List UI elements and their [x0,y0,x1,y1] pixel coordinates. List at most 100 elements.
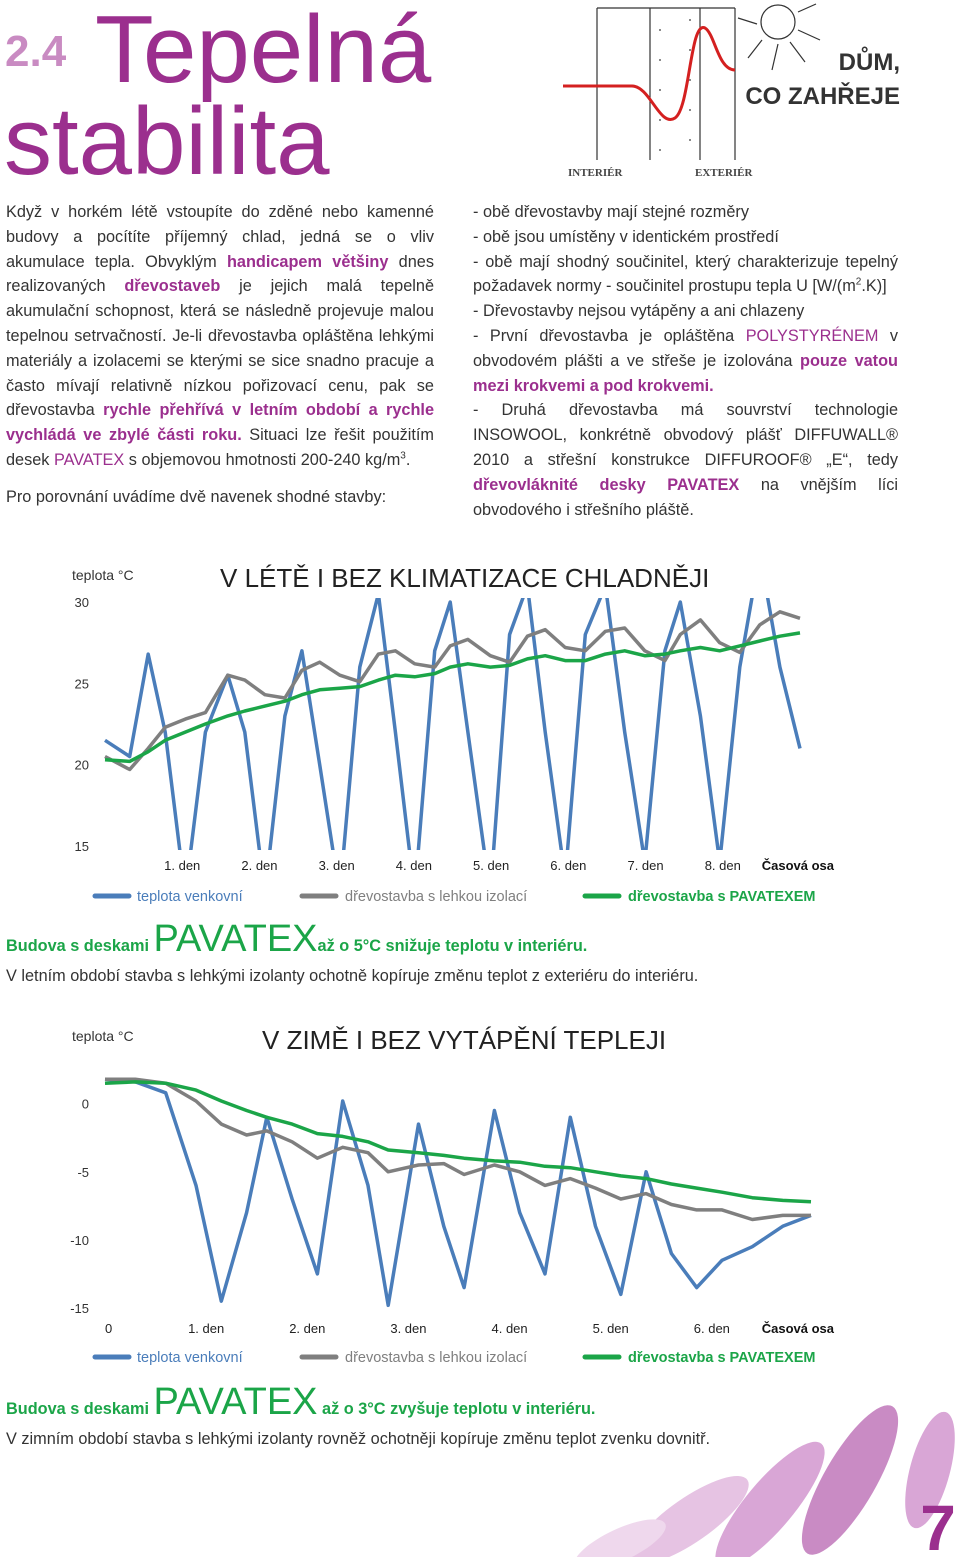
text-run: - Dřevostavby nejsou vytápěny a ani chla… [473,302,805,321]
logo-title: DŮM, [839,46,900,76]
legend-label: teplota venkovní [137,889,243,905]
text-run: - Druhá dřevostavba má souvrství technol… [473,401,898,469]
x-tick-label: 2. den [241,858,277,873]
legend-label: dřevostavba s PAVATEXEM [628,889,815,905]
series-line [105,1077,811,1222]
text-run: 3 [400,450,406,462]
caption: Budova s deskami PAVATEX až o 3°C zvyšuj… [6,1381,710,1449]
text-run: dřevovláknité desky PAVATEX [473,475,740,494]
text-run: dřevostaveb [124,277,221,296]
logo-label: INTERIÉR [568,167,623,179]
paragraph: - Druhá dřevostavba má souvrství technol… [473,398,898,522]
x-tick-label: 8. den [705,858,741,873]
x-tick-label: 2. den [289,1321,325,1336]
text-run: až o 3°C zvyšuje teplotu v interiéru. [317,1400,596,1418]
legend-label: dřevostavba s lehkou izolací [345,1350,527,1366]
caption-line: Budova s deskami PAVATEX až o 3°C zvyšuj… [6,1381,710,1424]
text-run: - obě jsou umístěny v identickém prostře… [473,227,779,246]
plot-area [104,598,802,850]
text-run: 2 [855,276,862,288]
y-tick-label: 15 [75,839,89,854]
text-run: Budova s deskami [6,1400,154,1418]
y-tick-label: 25 [75,676,89,691]
y-axis-label: teplota °C [72,1028,134,1044]
page-number: 7 [920,1492,956,1557]
x-axis-label: Časová osa [762,1321,835,1336]
x-tick-label: 7. den [627,858,663,873]
paragraph: - První dřevostavba je opláštěna POLYSTY… [473,324,898,398]
paragraph: Pro porovnání uvádíme dvě navenek shodné… [6,485,434,510]
title: Tepelná [95,0,432,103]
section-number: 2.4 [5,27,67,76]
x-tick-label: 5. den [593,1321,629,1336]
text-run: - První dřevostavba je opláštěna [473,326,746,345]
x-tick-label: 0 [105,1321,112,1336]
y-tick-label: -5 [77,1165,89,1180]
text-run: dnes realizovaných [6,252,434,296]
paragraph: - obě mají shodný součinitel, který char… [473,250,898,300]
series-line [104,610,801,772]
x-tick-label: 1. den [188,1321,224,1336]
paragraph: - obě dřevostavby mají stejné rozměry [473,200,898,225]
paragraph: - Dřevostavby nejsou vytápěny a ani chla… [473,299,898,324]
y-tick-label: -15 [70,1301,89,1316]
text-run: rychle přehřívá v letním období a rychle… [6,401,434,445]
y-tick-label: 30 [75,595,89,610]
x-tick-label: 5. den [473,858,509,873]
chart-title: V LÉTĚ I BEZ KLIMATIZACE CHLADNĚJI [220,563,709,593]
series-line [104,631,801,764]
text-run: . [405,450,411,469]
right-column: - obě dřevostavby mají stejné rozměry - o… [473,200,898,522]
leaves [574,1405,955,1557]
left-column: Když v horkém létě vstoupíte do zděné ne… [6,200,434,522]
text-run: v obvodovém plášti a ve střeše je izolov… [473,326,898,370]
series-line [104,1080,812,1204]
text-run: až o 5°C snižuje teplotu v interiéru. [317,937,588,955]
x-axis-label: Časová osa [762,858,835,873]
x-tick-label: 3. den [319,858,355,873]
plot-area [104,1077,812,1308]
y-tick-label: 20 [75,758,89,773]
text-run: - obě mají shodný součinitel, který char… [473,252,898,296]
text-run: POLYSTYRÉNEM [745,326,879,345]
text-run: Situaci lze řešit použitím desek [6,426,434,469]
legend-label: dřevostavba s PAVATEXEM [628,1350,815,1366]
text-run: je jejich malá tepelně akumulační schopn… [6,277,434,420]
caption-line: Budova s deskami PAVATEXaž o 5°C snižuje… [6,918,698,961]
text-run: handicapem většiny [226,252,389,271]
caption-line: V zimním období stavba s lehkými izolant… [6,1430,710,1449]
x-tick-label: 4. den [491,1321,527,1336]
x-tick-label: 6. den [694,1321,730,1336]
text-run: Budova s deskami [6,937,154,955]
caption-line: V letním období stavba s lehkými izolant… [6,967,698,986]
logo-dots [659,19,691,151]
x-tick-label: 6. den [550,858,586,873]
x-tick-label: 1. den [164,858,200,873]
text-run: s objemovou hmotnosti 200-240 kg/m [124,450,401,469]
series-line [104,1077,812,1308]
text-run: V letním období stavba s lehkými izolant… [6,967,699,985]
y-axis-label: teplota °C [72,567,134,583]
text-run: na vnějším líci obvodového i střešního p… [473,475,898,519]
text-run: Když v horkém létě vstoupíte do zděné ne… [6,203,434,271]
logo-drawing [563,3,821,160]
legend-label: teplota venkovní [137,1350,243,1366]
text-run: PAVATEX [153,918,318,960]
paragraph: Když v horkém létě vstoupíte do zděné ne… [6,200,434,473]
x-tick-label: 3. den [390,1321,426,1336]
y-tick-label: 0 [82,1097,89,1112]
logo-title: CO ZAHŘEJE [745,82,900,110]
title: stabilita [4,88,330,195]
text-run: .K)] [861,277,887,296]
text-run: PAVATEX [53,450,125,469]
legend-label: dřevostavba s lehkou izolací [345,889,527,905]
logo-label: EXTERIÉR [695,167,754,179]
chart-title: V ZIMĚ I BEZ VYTÁPĚNÍ TEPLEJI [262,1025,666,1055]
text-run: Pro porovnání uvádíme dvě navenek shodné… [6,487,387,506]
paragraph: - obě jsou umístěny v identickém prostře… [473,225,898,250]
x-tick-label: 4. den [396,858,432,873]
text-run: - obě dřevostavby mají stejné rozměry [473,203,749,221]
caption: Budova s deskami PAVATEXaž o 5°C snižuje… [6,918,698,986]
